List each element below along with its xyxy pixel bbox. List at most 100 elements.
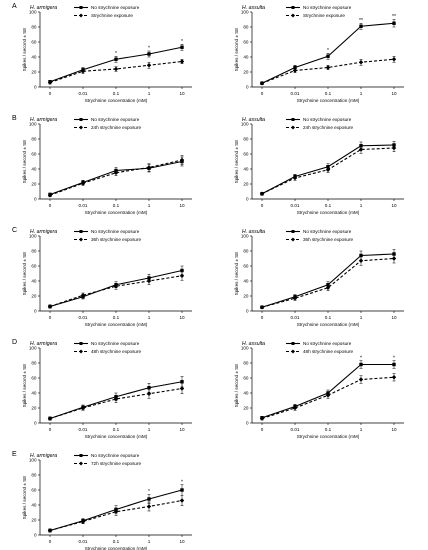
- y-axis-label: Spikes / second ± SE: [234, 252, 239, 296]
- species-label: H. armigera: [30, 117, 57, 123]
- x-tick-label: 10: [391, 203, 397, 208]
- y-tick-label: 20: [31, 182, 37, 187]
- data-point: [113, 284, 119, 289]
- data-point: [392, 21, 396, 25]
- data-point: [358, 60, 364, 65]
- series-line-2: [49, 499, 183, 532]
- x-axis-label: Strychnine concentration (mM): [85, 98, 148, 103]
- x-tick-label: 0.1: [325, 427, 332, 432]
- y-tick-label: 40: [31, 503, 37, 508]
- y-tick-label: 100: [29, 10, 37, 15]
- legend-marker: [291, 6, 295, 9]
- species-label: H. assulta: [242, 341, 265, 347]
- y-tick-label: 100: [29, 458, 37, 463]
- chart-panel-7: 0 20 40 60 80 100 0 0.01 0.1 1 10 Strychnine concen…: [12, 339, 192, 439]
- legend-marker: [291, 230, 295, 233]
- data-point: [359, 24, 363, 28]
- x-tick-label: 1: [148, 91, 151, 96]
- legend-entry: 48h strychnine exposure: [303, 349, 353, 354]
- x-tick-label: 0.01: [291, 427, 300, 432]
- data-point: [47, 193, 53, 198]
- y-tick-label: 20: [243, 406, 249, 411]
- y-tick-label: 100: [29, 122, 37, 127]
- y-tick-label: 40: [243, 55, 249, 60]
- legend-entry: 36h strychnine exposure: [303, 237, 353, 242]
- x-tick-label: 0: [49, 427, 52, 432]
- legend-marker: [79, 6, 83, 9]
- x-tick-label: 0.1: [325, 91, 332, 96]
- y-tick-label: 20: [31, 70, 37, 75]
- x-tick-label: 10: [179, 539, 185, 544]
- x-tick-label: 10: [179, 91, 185, 96]
- chart-panel-6: 0 20 40 60 80 100 0 0.01 0.1 1 10 Strychnine concen…: [234, 229, 404, 327]
- data-point: [259, 81, 265, 86]
- x-tick-label: 0: [49, 315, 52, 320]
- legend-entry: No strychnine exposure: [303, 5, 352, 10]
- data-point: [391, 375, 397, 380]
- series-line-2: [49, 60, 183, 84]
- data-point: [114, 57, 118, 61]
- legend-marker: [79, 230, 83, 233]
- x-tick-label: 0.01: [79, 539, 88, 544]
- x-tick-label: 1: [148, 315, 151, 320]
- x-tick-label: 0.1: [113, 539, 120, 544]
- significance-marker: *: [327, 48, 329, 54]
- legend-marker: [291, 125, 295, 130]
- species-label: H. assulta: [242, 117, 265, 123]
- data-point: [259, 191, 265, 196]
- data-point: [391, 256, 397, 261]
- legend-marker: [291, 342, 295, 345]
- x-tick-label: 0.1: [325, 315, 332, 320]
- panel-letter: C: [12, 227, 17, 234]
- x-tick-label: 0.1: [113, 427, 120, 432]
- data-point: [179, 386, 185, 391]
- y-tick-label: 80: [31, 361, 37, 366]
- y-tick-label: 100: [29, 346, 37, 351]
- x-tick-label: 0.1: [325, 203, 332, 208]
- chart-panel-5: 0 20 40 60 80 100 0 0.01 0.1 1 10 Strychnine concen…: [12, 227, 192, 327]
- species-label: H. assulta: [242, 5, 265, 11]
- y-tick-label: 100: [241, 122, 249, 127]
- y-tick-label: 60: [31, 376, 37, 381]
- data-point: [292, 68, 298, 73]
- species-label: H. armigera: [30, 453, 57, 459]
- data-point: [80, 405, 86, 411]
- y-tick-label: 20: [31, 518, 37, 523]
- data-point: [259, 305, 265, 310]
- legend-entry: 48h strychnine exposure: [91, 349, 141, 354]
- y-tick-label: 100: [241, 234, 249, 239]
- x-tick-label: 0: [261, 203, 264, 208]
- data-point: [359, 253, 363, 258]
- y-tick-label: 20: [31, 406, 37, 411]
- x-tick-label: 0.01: [79, 203, 88, 208]
- data-point: [113, 509, 119, 514]
- data-point: [326, 54, 330, 58]
- chart-panel-9: 0 20 40 60 80 100 0 0.01 0.1 1 10 Strychnine concen…: [12, 451, 192, 550]
- data-point: [47, 304, 53, 309]
- y-tick-label: 0: [34, 197, 37, 202]
- x-axis-label: Strychnine concentration (mM): [297, 434, 360, 439]
- series-line-2: [261, 257, 395, 308]
- y-tick-label: 0: [246, 309, 249, 314]
- significance-marker: **: [359, 18, 363, 24]
- y-tick-label: 60: [243, 40, 249, 45]
- data-point: [179, 59, 185, 64]
- data-point: [325, 285, 331, 290]
- y-tick-label: 20: [243, 70, 249, 75]
- data-point: [146, 165, 152, 170]
- chart-panel-1: 0 20 40 60 80 100 0 0.01 0.1 1 10 Strychnine concen…: [12, 3, 192, 103]
- legend-entry: No strychnine exposure: [91, 453, 140, 458]
- x-tick-label: 1: [148, 203, 151, 208]
- legend-marker: [291, 118, 295, 121]
- x-tick-label: 0.1: [113, 315, 120, 320]
- data-point: [359, 362, 363, 367]
- data-point: [292, 296, 298, 301]
- y-axis-label: Spikes / second ± SE: [22, 28, 27, 72]
- y-tick-label: 80: [31, 473, 37, 478]
- y-tick-label: 60: [243, 152, 249, 157]
- x-tick-label: 1: [360, 203, 363, 208]
- x-tick-label: 10: [179, 427, 185, 432]
- data-point: [325, 167, 331, 172]
- data-point: [325, 393, 331, 398]
- y-axis-label: Spikes / second ± SE: [234, 364, 239, 408]
